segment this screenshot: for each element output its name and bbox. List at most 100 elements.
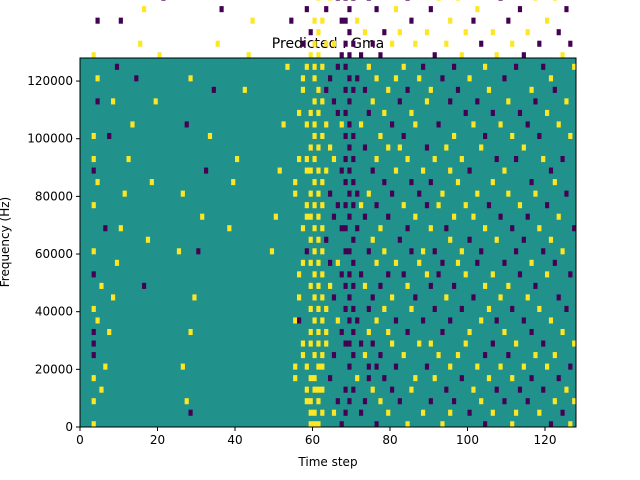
- heatmap-cell: [95, 98, 100, 105]
- heatmap-cell: [568, 363, 573, 370]
- x-axis-label: Time step: [297, 455, 357, 469]
- heatmap-cell: [304, 248, 309, 255]
- heatmap-cell: [343, 386, 348, 393]
- heatmap-cell: [91, 340, 96, 347]
- heatmap-cell: [351, 179, 356, 186]
- heatmap-cell: [386, 213, 391, 220]
- heatmap-cell: [95, 75, 100, 82]
- heatmap-cell: [514, 409, 519, 416]
- heatmap-cell: [545, 202, 550, 209]
- heatmap-cell: [91, 271, 96, 278]
- y-tick-label: 80000: [35, 189, 73, 203]
- heatmap-cell: [281, 121, 286, 128]
- heatmap-cell: [444, 40, 449, 47]
- heatmap-cell: [293, 317, 298, 324]
- heatmap-cell: [355, 75, 360, 82]
- heatmap-cell: [118, 17, 123, 24]
- heatmap-cell: [424, 98, 430, 105]
- heatmap-cell: [459, 52, 464, 59]
- heatmap-cell: [324, 121, 329, 128]
- heatmap-cell: [545, 363, 550, 370]
- heatmap-cell: [390, 340, 395, 347]
- heatmap-cell: [428, 86, 433, 93]
- heatmap-cell: [529, 375, 534, 382]
- heatmap-cell: [215, 40, 220, 47]
- heatmap-cell: [312, 421, 317, 428]
- heatmap-cell: [517, 109, 523, 116]
- heatmap-cell: [316, 144, 321, 151]
- heatmap-cell: [483, 421, 488, 428]
- heatmap-cell: [316, 167, 321, 174]
- heatmap-cell: [452, 213, 457, 220]
- heatmap-cell: [293, 179, 298, 186]
- heatmap-cell: [479, 248, 484, 255]
- heatmap-cell: [331, 156, 337, 163]
- heatmap-cell: [440, 75, 445, 82]
- heatmap-cell: [180, 190, 185, 197]
- heatmap-cell: [339, 421, 344, 428]
- heatmap-cell: [386, 409, 391, 416]
- heatmap-cell: [328, 259, 333, 266]
- heatmap-cell: [339, 271, 344, 278]
- heatmap-cell: [490, 409, 495, 416]
- heatmap-cell: [118, 225, 123, 232]
- heatmap-cell: [475, 98, 480, 105]
- heatmap-cell: [436, 0, 441, 1]
- heatmap-cell: [545, 17, 550, 24]
- heatmap-cell: [312, 386, 317, 393]
- heatmap-cell: [537, 132, 542, 140]
- heatmap-cell: [424, 29, 430, 36]
- heatmap-cell: [347, 167, 352, 174]
- heatmap-cell: [347, 98, 352, 105]
- x-tick-label: 60: [305, 433, 320, 447]
- heatmap-cell: [351, 386, 356, 393]
- heatmap-cell: [328, 375, 333, 382]
- heatmap-cell: [564, 6, 569, 13]
- heatmap-cell: [103, 225, 108, 232]
- heatmap-cell: [533, 190, 538, 197]
- heatmap-cell: [324, 6, 329, 13]
- heatmap-cell: [517, 6, 523, 13]
- heatmap-cell: [328, 75, 333, 82]
- heatmap-cell: [107, 328, 112, 336]
- heatmap-cell: [347, 317, 352, 324]
- heatmap-cell: [448, 98, 453, 105]
- heatmap-cell: [541, 63, 546, 70]
- heatmap-cell: [432, 52, 437, 59]
- heatmap-cell: [293, 190, 298, 197]
- heatmap-cell: [455, 0, 461, 1]
- heatmap-cell: [568, 271, 573, 278]
- heatmap-cell: [320, 132, 325, 140]
- heatmap-cell: [463, 202, 468, 209]
- heatmap-cell: [316, 213, 321, 220]
- heatmap-cell: [448, 409, 453, 416]
- heatmap-cell: [502, 328, 507, 336]
- heatmap-cell: [374, 317, 379, 324]
- heatmap-cell: [304, 6, 309, 13]
- heatmap-cell: [405, 156, 410, 163]
- heatmap-cell: [386, 328, 391, 336]
- heatmap-cell: [413, 40, 418, 47]
- heatmap-cell: [362, 282, 368, 289]
- heatmap-cell: [390, 190, 395, 197]
- heatmap-cell: [308, 52, 313, 59]
- heatmap-cell: [91, 132, 96, 140]
- heatmap-cell: [339, 52, 344, 59]
- heatmap-cell: [533, 352, 538, 359]
- heatmap-cell: [486, 86, 492, 93]
- heatmap-cell: [475, 6, 480, 13]
- heatmap-cell: [397, 29, 402, 36]
- heatmap-cell: [316, 421, 321, 428]
- heatmap-cell: [312, 98, 317, 105]
- heatmap-cell: [351, 156, 356, 163]
- heatmap-cell: [316, 236, 321, 243]
- heatmap-cell: [308, 282, 313, 289]
- heatmap-cell: [471, 17, 476, 24]
- heatmap-cell: [479, 144, 484, 151]
- heatmap-cell: [343, 179, 348, 186]
- heatmap-cell: [91, 156, 96, 163]
- heatmap-cell: [343, 202, 348, 209]
- heatmap-cell: [324, 236, 329, 243]
- heatmap-cell: [347, 75, 352, 82]
- heatmap-cell: [556, 121, 561, 128]
